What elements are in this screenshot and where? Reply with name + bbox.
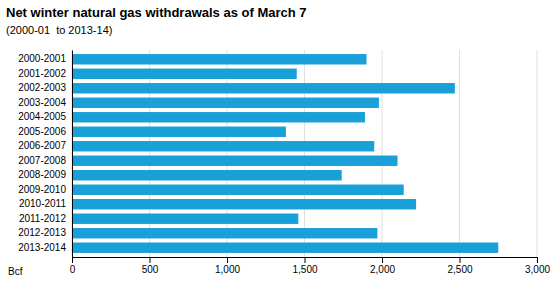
x-tick: 0 bbox=[70, 257, 76, 275]
y-tick-label: 2011-2012 bbox=[19, 213, 67, 224]
grid-line bbox=[382, 50, 383, 257]
bar bbox=[72, 156, 398, 166]
title: Net winter natural gas withdrawals as of… bbox=[6, 5, 307, 20]
x-tick-label: 2,000 bbox=[370, 264, 395, 275]
y-tick: 2012-2013 bbox=[18, 227, 66, 238]
y-tick: 2011-2012 bbox=[19, 213, 67, 224]
y-tick-label: 2007-2008 bbox=[18, 155, 66, 166]
bar bbox=[72, 185, 404, 195]
bar bbox=[72, 127, 286, 137]
x-tick-mark bbox=[227, 257, 228, 263]
bars bbox=[72, 54, 498, 253]
bar bbox=[72, 170, 342, 180]
x-tick-mark bbox=[72, 257, 73, 263]
x-tick: 1,000 bbox=[215, 257, 240, 275]
y-tick: 2003-2004 bbox=[18, 97, 66, 108]
bar bbox=[72, 54, 367, 64]
y-tick-label: 2002-2003 bbox=[18, 82, 66, 93]
y-tick-label: 2008-2009 bbox=[18, 169, 66, 180]
bar bbox=[72, 199, 416, 209]
y-tick-label: 2004-2005 bbox=[18, 111, 66, 122]
y-tick-label: 2009-2010 bbox=[18, 184, 66, 195]
y-tick: 2004-2005 bbox=[18, 111, 66, 122]
x-axis-line bbox=[73, 258, 538, 264]
y-tick-label: 2013-2014 bbox=[18, 242, 66, 253]
x-tick-label: 1,000 bbox=[215, 264, 240, 275]
x-tick-label: 500 bbox=[142, 264, 159, 275]
x-axis-label: Bcf bbox=[8, 266, 23, 277]
x-tick-label: 1,500 bbox=[292, 264, 317, 275]
grid-line bbox=[537, 50, 538, 257]
y-tick: 2002-2003 bbox=[18, 82, 66, 93]
y-tick-label: 2010-2011 bbox=[19, 198, 67, 209]
bar bbox=[72, 141, 374, 151]
y-tick: 2009-2010 bbox=[18, 184, 66, 195]
y-tick-label: 2005-2006 bbox=[18, 126, 66, 137]
x-tick: 3,000 bbox=[525, 257, 550, 275]
bar bbox=[72, 112, 365, 122]
x-tick: 2,000 bbox=[370, 257, 395, 275]
plot: 05001,0001,5002,0002,5003,0002000-200120… bbox=[8, 50, 550, 277]
y-tick-label: 2000-2001 bbox=[18, 53, 66, 64]
x-tick-label: 2,500 bbox=[447, 264, 472, 275]
grid-line bbox=[72, 50, 73, 257]
x-tick: 2,500 bbox=[447, 257, 472, 275]
y-tick: 2007-2008 bbox=[18, 155, 66, 166]
x-tick-mark bbox=[150, 257, 151, 263]
y-tick-label: 2012-2013 bbox=[18, 227, 66, 238]
y-tick: 2010-2011 bbox=[19, 198, 67, 209]
y-tick: 2001-2002 bbox=[18, 68, 66, 79]
x-tick-mark bbox=[460, 257, 461, 263]
chart: Net winter natural gas withdrawals as of… bbox=[0, 0, 559, 287]
y-tick: 2000-2001 bbox=[18, 53, 66, 64]
grid bbox=[72, 50, 537, 257]
x-tick-mark bbox=[537, 257, 538, 263]
x-axis: 0 500 1,000 1,500 2,000 2,500 3,000 bbox=[70, 257, 551, 275]
x-tick-label: 3,000 bbox=[525, 264, 550, 275]
x-tick: 1,500 bbox=[292, 257, 317, 275]
bar bbox=[72, 83, 455, 93]
x-tick-mark bbox=[305, 257, 306, 263]
bar bbox=[72, 69, 297, 79]
y-tick-label: 2006-2007 bbox=[18, 140, 66, 151]
y-axis-line bbox=[72, 51, 73, 258]
grid-line bbox=[149, 50, 150, 257]
y-tick: 2006-2007 bbox=[18, 140, 66, 151]
x-tick-label: 0 bbox=[70, 264, 76, 275]
y-tick: 2008-2009 bbox=[18, 169, 66, 180]
y-tick: 2005-2006 bbox=[18, 126, 66, 137]
grid-line bbox=[459, 50, 460, 257]
bar bbox=[72, 228, 377, 238]
bar bbox=[72, 243, 498, 253]
y-tick-label: 2003-2004 bbox=[18, 97, 66, 108]
grid-line bbox=[304, 50, 305, 257]
bar bbox=[72, 98, 379, 108]
y-tick-label: 2001-2002 bbox=[18, 68, 66, 79]
subtitle: (2000-01 to 2013-14) bbox=[6, 24, 112, 36]
bar bbox=[72, 214, 298, 224]
x-tick-mark bbox=[382, 257, 383, 263]
grid-line bbox=[227, 50, 228, 257]
x-tick: 500 bbox=[142, 257, 159, 275]
y-tick: 2013-2014 bbox=[18, 242, 66, 253]
y-axis: 2000-2001 2001-2002 2002-2003 2003-2004 2004… bbox=[18, 51, 72, 258]
